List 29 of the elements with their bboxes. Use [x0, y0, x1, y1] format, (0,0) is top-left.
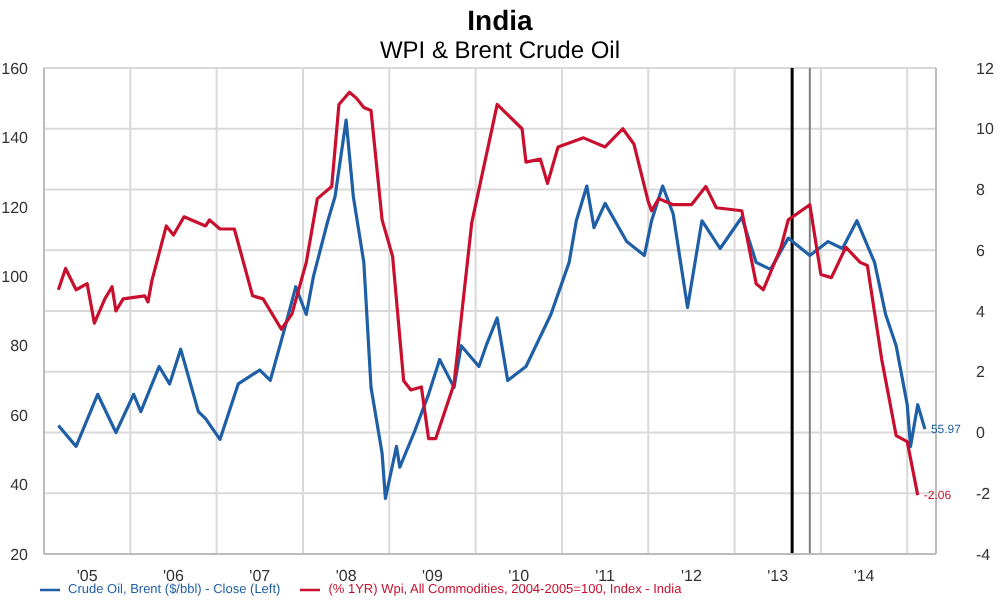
y2-tick-label: 12: [976, 59, 995, 78]
x-tick-label: '14: [853, 567, 876, 586]
y-tick-label: 40: [10, 476, 30, 495]
y2-tick-label: -4: [976, 545, 992, 564]
y-tick-label: 120: [1, 198, 30, 217]
y2-tick-label: 6: [976, 241, 986, 260]
x-tick-label: '08: [335, 567, 358, 586]
y2-tick-label: 4: [976, 302, 986, 321]
y2-tick-label: 2: [976, 363, 986, 382]
chart-title: India: [465, 4, 535, 36]
y-tick-label: 140: [1, 129, 30, 148]
x-tick-label: '13: [767, 567, 790, 586]
y-tick-label: 100: [1, 267, 30, 286]
y-tick-label: 160: [1, 59, 30, 78]
y-tick-label: 80: [10, 337, 30, 356]
y2-tick-label: 0: [976, 424, 986, 443]
y-tick-label: 60: [10, 406, 30, 425]
x-tick-label: '10: [508, 567, 531, 586]
x-tick-label: '11: [595, 567, 617, 586]
y2-tick-label: 8: [976, 181, 986, 200]
y2-tick-label: 10: [976, 120, 995, 139]
x-tick-label: '07: [249, 567, 272, 586]
x-tick-label: '12: [680, 567, 703, 586]
x-tick-label: '09: [422, 567, 444, 586]
x-tick-label: '05: [76, 567, 99, 586]
x-tick-label: '06: [163, 567, 185, 586]
y-tick-label: 20: [10, 545, 30, 564]
y2-tick-label: -2: [976, 484, 992, 503]
chart-subtitle: WPI & Brent Crude Oil: [379, 36, 621, 64]
